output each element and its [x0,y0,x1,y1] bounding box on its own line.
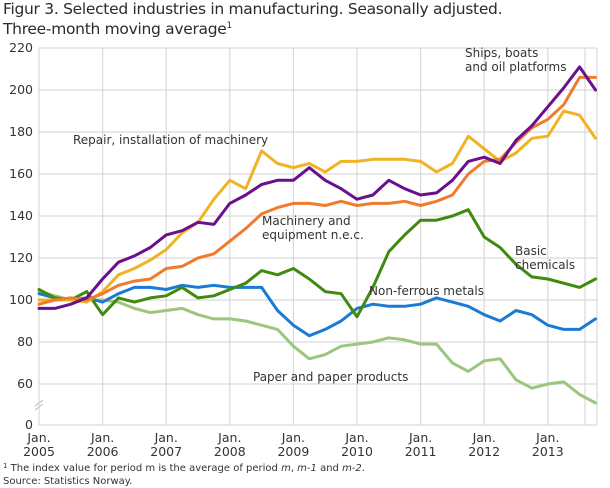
series-annotation-label: Ships, boats [465,46,538,60]
x-tick-label: Jan. [535,430,559,445]
footnote-text: 1 The index value for period m is the av… [3,462,365,474]
x-tick-label: 2009 [277,444,309,459]
x-tick-label: Jan. [90,430,114,445]
series-annotation-label: Repair, installation of machinery [73,133,268,147]
x-tick-label: 2011 [405,444,437,459]
x-tick-label: Jan. [408,430,432,445]
x-tick-label: 2006 [87,444,119,459]
axis-break-stroke [34,399,44,407]
source-text: Source: Statistics Norway. [3,476,133,487]
axis-break-stroke [34,403,44,411]
x-tick-label: Jan. [344,430,368,445]
y-tick-label: 160 [9,166,33,181]
x-tick-label: 2005 [23,444,55,459]
axis-break-icon [34,399,44,411]
series-annotation-label: equipment n.e.c. [262,228,364,242]
y-axis-ticks: 0 60 80 100 120 140 160 180 200 220 [9,40,33,432]
x-tick-label: 2008 [214,444,246,459]
x-axis-ticks: Jan.2005Jan.2006Jan.2007Jan.2008Jan.2009… [23,430,564,459]
y-tick-label: 120 [9,250,33,265]
x-tick-label: Jan. [281,430,305,445]
series-annotation-label: and oil platforms [465,60,566,74]
chart-title-line1: Figur 3. Selected industries in manufact… [3,0,503,18]
x-tick-label: Jan. [26,430,50,445]
y-tick-label: 200 [9,82,33,97]
y-tick-label: 0 [25,417,33,432]
x-tick-label: Jan. [154,430,178,445]
y-tick-label: 80 [17,334,33,349]
series-annotation-label: Machinery and [262,214,351,228]
series-line-ships-boats-and-oil-platforms [37,65,597,310]
series-annotation-label: Basic [515,244,547,258]
series-line-basic-chemicals [37,208,597,319]
x-tick-label: 2010 [341,444,373,459]
y-tick-label: 100 [9,292,33,307]
y-tick-label: 140 [9,208,33,223]
y-tick-label: 60 [17,376,33,391]
footnote: 1 The index value for period m is the av… [3,460,365,488]
x-tick-label: 2007 [150,444,182,459]
series-line-non-ferrous-metals [37,283,597,338]
series-annotation-label: chemicals [515,258,575,272]
series-line-machinery-and-equipment-n-e-c [37,75,597,306]
series-annotation-label: Paper and paper products [253,370,408,384]
series-line-paper-and-paper-products [37,290,597,405]
chart-title: Figur 3. Selected industries in manufact… [3,0,503,38]
series-annotation-label: Non-ferrous metals [369,284,484,298]
chart-title-line2: Three-month moving average1 [3,20,232,38]
x-tick-label: 2013 [532,444,564,459]
y-tick-label: 180 [9,124,33,139]
x-tick-label: Jan. [472,430,496,445]
y-tick-label: 220 [9,40,33,55]
x-tick-label: Jan. [217,430,241,445]
series-lines [37,65,597,405]
x-tick-label: 2012 [468,444,500,459]
